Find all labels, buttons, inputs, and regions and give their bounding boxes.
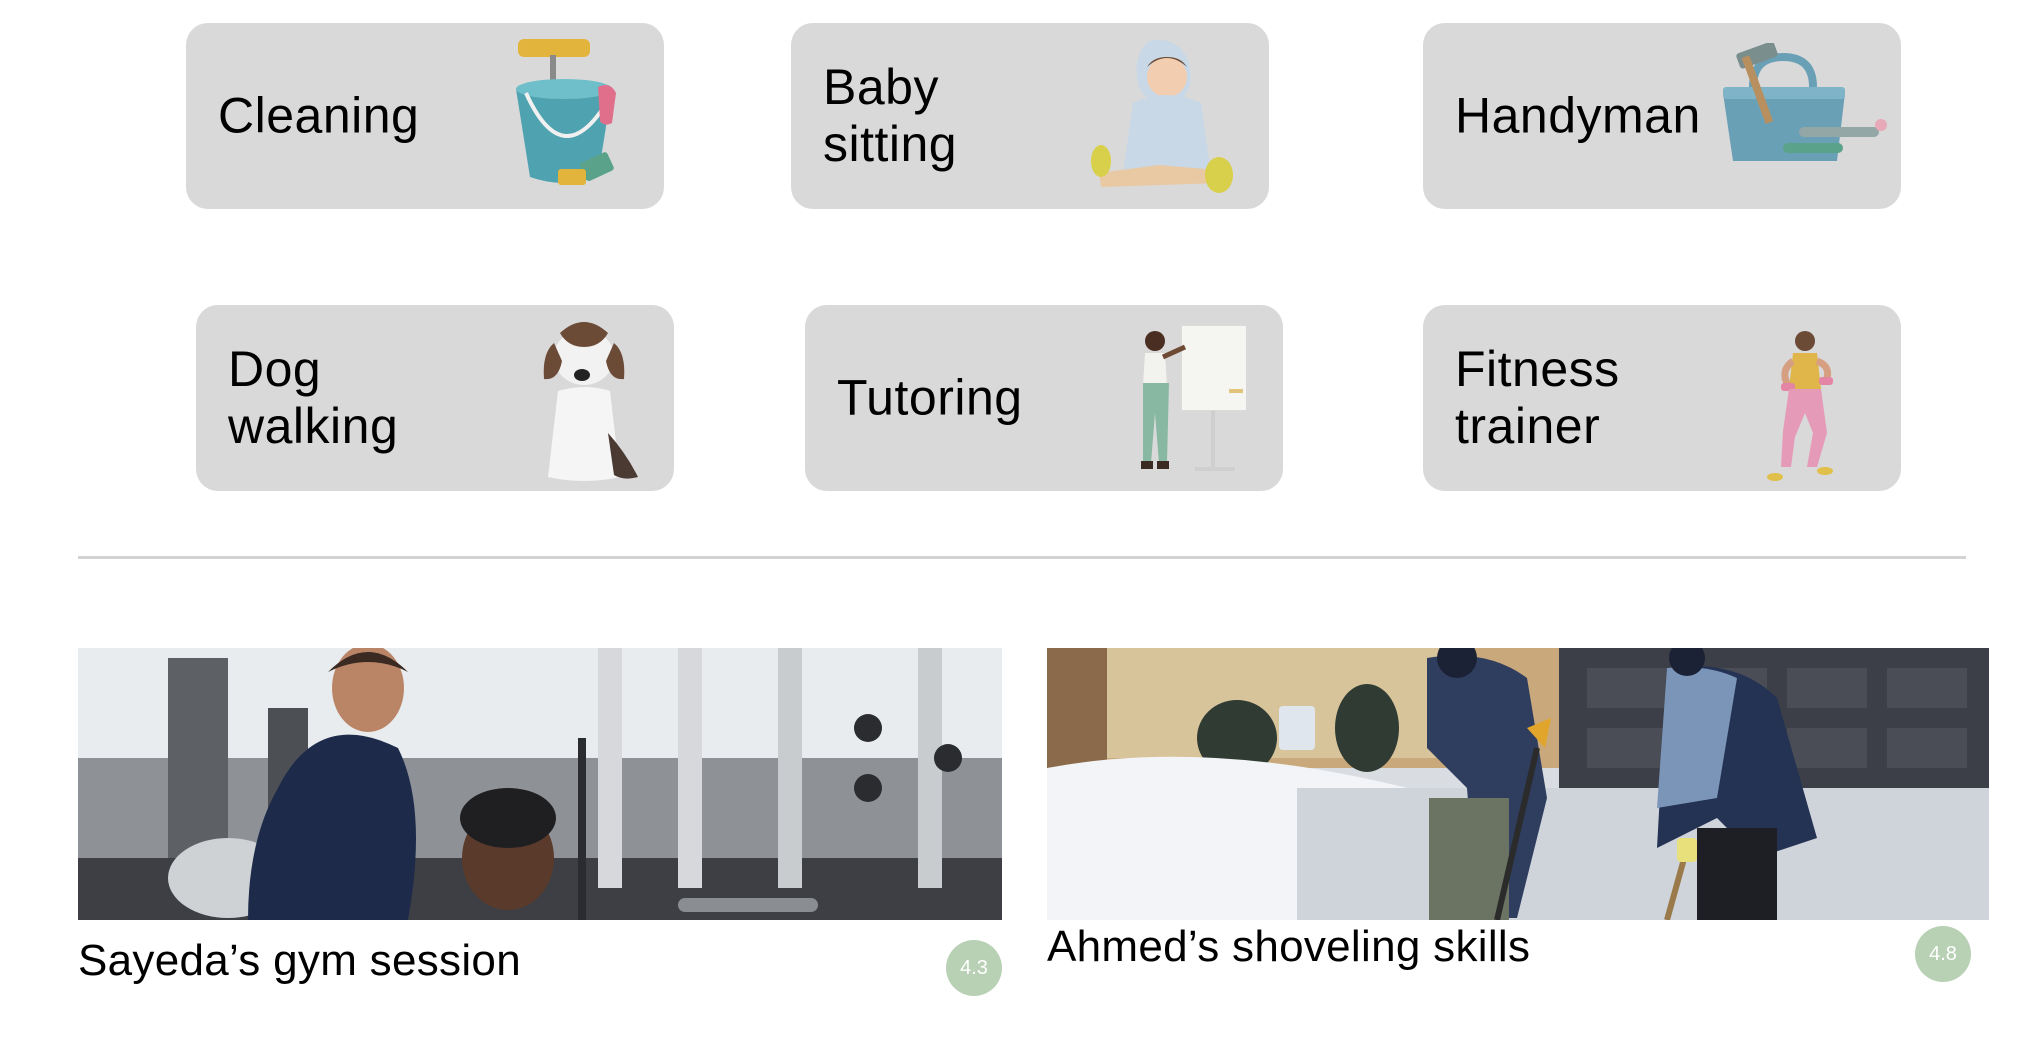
session-photo-gym[interactable] bbox=[78, 648, 1002, 920]
category-label: Handyman bbox=[1455, 87, 1701, 144]
rating-badge-gym: 4.3 bbox=[946, 940, 1002, 996]
category-card-handyman[interactable]: Handyman bbox=[1423, 23, 1901, 209]
category-label: Tutoring bbox=[837, 369, 1023, 426]
category-card-cleaning[interactable]: Cleaning bbox=[186, 23, 664, 209]
category-label: Fitness trainer bbox=[1455, 341, 1620, 454]
shoveling-session-image bbox=[1047, 648, 1989, 920]
cleaning-bucket-icon bbox=[516, 39, 616, 185]
category-label: Cleaning bbox=[218, 87, 420, 144]
category-label: Dog walking bbox=[228, 341, 399, 454]
section-divider bbox=[78, 556, 1966, 559]
gym-session-image bbox=[78, 648, 1002, 920]
dog-icon bbox=[543, 322, 638, 481]
category-card-dog-walking[interactable]: Dog walking bbox=[196, 305, 674, 491]
category-card-tutoring[interactable]: Tutoring bbox=[805, 305, 1283, 491]
baby-sitting-icon bbox=[1091, 39, 1233, 193]
rating-badge-shoveling: 4.8 bbox=[1915, 926, 1971, 982]
whiteboard-teacher-icon bbox=[1141, 324, 1248, 471]
session-photo-shoveling[interactable] bbox=[1047, 648, 1989, 920]
session-title-shoveling: Ahmed’s shoveling skills bbox=[1047, 922, 1531, 971]
category-card-fitness-trainer[interactable]: Fitness trainer bbox=[1423, 305, 1901, 491]
fitness-trainer-icon bbox=[1767, 331, 1833, 481]
category-card-baby-sitting[interactable]: Baby sitting bbox=[791, 23, 1269, 209]
category-label: Baby sitting bbox=[823, 59, 958, 172]
session-title-gym: Sayeda’s gym session bbox=[78, 936, 521, 985]
toolbox-icon bbox=[1723, 43, 1887, 161]
